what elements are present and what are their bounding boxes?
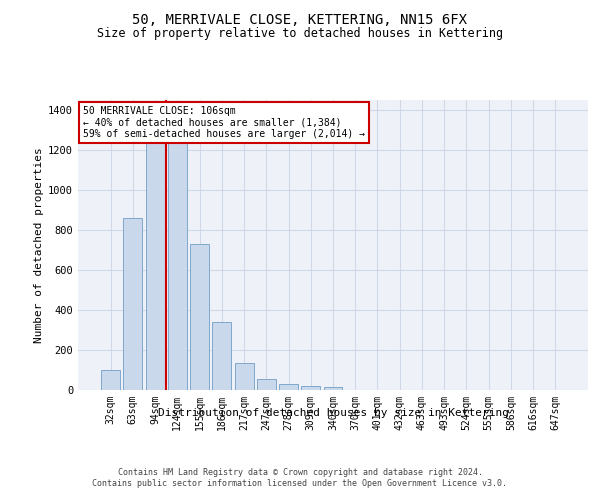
Bar [101,370,120,390]
Text: Distribution of detached houses by size in Kettering: Distribution of detached houses by size … [158,408,509,418]
Bar [257,379,276,390]
Y-axis label: Number of detached properties: Number of detached properties [34,147,44,343]
Bar [146,142,164,390]
Bar [168,142,187,390]
Bar [124,218,142,390]
Bar [235,363,254,390]
Bar [212,322,231,390]
Bar [279,384,298,390]
Bar [190,244,209,390]
Bar [323,387,343,390]
Text: Contains HM Land Registry data © Crown copyright and database right 2024.
Contai: Contains HM Land Registry data © Crown c… [92,468,508,487]
Text: Size of property relative to detached houses in Kettering: Size of property relative to detached ho… [97,28,503,40]
Text: 50, MERRIVALE CLOSE, KETTERING, NN15 6FX: 50, MERRIVALE CLOSE, KETTERING, NN15 6FX [133,12,467,26]
Bar [301,386,320,390]
Text: 50 MERRIVALE CLOSE: 106sqm
← 40% of detached houses are smaller (1,384)
59% of s: 50 MERRIVALE CLOSE: 106sqm ← 40% of deta… [83,106,365,139]
